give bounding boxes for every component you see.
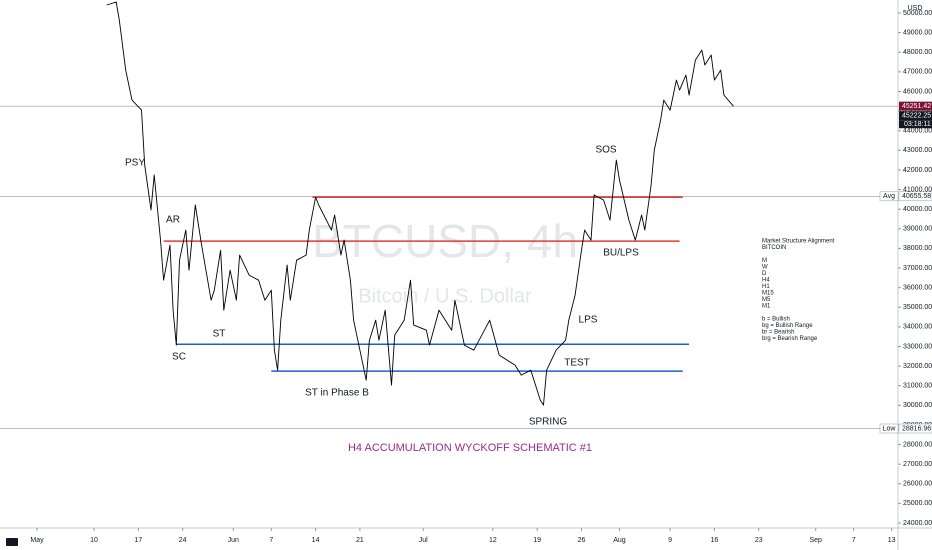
price-label-box xyxy=(899,111,932,121)
price-label: 45251.42 xyxy=(902,103,931,110)
marker-tag-box xyxy=(879,191,899,202)
countdown-box xyxy=(899,120,932,129)
y-tick-label: 27000.00 xyxy=(903,461,932,468)
x-tick-label: 23 xyxy=(755,537,763,544)
info-line: M15 xyxy=(762,291,774,297)
annotation: ST xyxy=(213,329,226,340)
y-tick-label: 37000.00 xyxy=(903,265,932,272)
annotation: SPRING xyxy=(529,417,568,428)
y-tick-label: 41000.00 xyxy=(903,186,932,193)
y-tick-label: 30000.00 xyxy=(903,402,932,409)
x-tick-label: 19 xyxy=(533,537,541,544)
y-tick-label: 31000.00 xyxy=(903,383,932,390)
info-line: H1 xyxy=(762,284,770,290)
x-tick-label: 13 xyxy=(888,537,896,544)
price-label-box xyxy=(898,423,932,434)
x-tick-label: 10 xyxy=(90,537,98,544)
x-tick-label: Jun xyxy=(228,537,239,544)
y-tick-label: 49000.00 xyxy=(903,29,932,36)
annotation: TEST xyxy=(564,358,590,369)
marker-tag-box xyxy=(879,423,899,434)
y-tick-label: 24000.00 xyxy=(903,520,932,527)
tradingview-logo xyxy=(6,538,18,546)
y-tick-label: 26000.00 xyxy=(903,481,932,488)
y-tick-label: 35000.00 xyxy=(903,304,932,311)
price-label-box xyxy=(899,101,932,111)
x-tick-label: 26 xyxy=(578,537,586,544)
x-tick-label: 24 xyxy=(179,537,187,544)
info-line: brg = Bearish Range xyxy=(762,336,818,342)
x-tick-label: 7 xyxy=(852,537,856,544)
x-tick-label: 16 xyxy=(711,537,719,544)
marker-tag: Low xyxy=(883,425,897,432)
x-tick-label: Aug xyxy=(613,537,626,544)
watermark-subtitle: Bitcoin / U.S. Dollar xyxy=(358,285,532,307)
y-tick-label: 44000.00 xyxy=(903,128,932,135)
plot-area xyxy=(0,1,898,429)
x-tick-label: 14 xyxy=(312,537,320,544)
y-tick-label: 40000.00 xyxy=(903,206,932,213)
annotation: LPS xyxy=(579,315,598,326)
y-tick-label: 32000.00 xyxy=(903,363,932,370)
price-label: 45222.25 xyxy=(902,113,931,120)
annotation: AR xyxy=(166,215,180,226)
info-line: M1 xyxy=(762,304,771,310)
y-tick-label: 36000.00 xyxy=(903,284,932,291)
x-tick-label: 12 xyxy=(489,537,497,544)
annotation: PSY xyxy=(125,158,145,169)
info-line: Market Structure Alignment xyxy=(762,239,835,245)
price-line-series xyxy=(106,1,734,406)
info-line: M5 xyxy=(762,297,771,303)
info-line: W xyxy=(762,265,768,271)
y-tick-label: 33000.00 xyxy=(903,343,932,350)
x-tick-label: 21 xyxy=(356,537,364,544)
info-line: bg = Bullish Range xyxy=(762,323,813,329)
y-tick-label: 34000.00 xyxy=(903,324,932,331)
info-line: b = Bullish xyxy=(762,317,790,323)
x-tick-label: Sep xyxy=(809,537,822,544)
info-line: M xyxy=(762,258,767,264)
price-label-box xyxy=(898,191,932,202)
x-tick-label: 9 xyxy=(668,537,672,544)
y-tick-label: 47000.00 xyxy=(903,69,932,76)
y-tick-label: 50000.00 xyxy=(903,10,932,17)
y-tick-label: 25000.00 xyxy=(903,500,932,507)
y-tick-label: 48000.00 xyxy=(903,49,932,56)
y-tick-label: 28000.00 xyxy=(903,441,932,448)
price-label: 40655.58 xyxy=(902,193,931,200)
countdown-label: 03:18:11 xyxy=(904,121,931,128)
info-line: br = Bearish xyxy=(762,330,795,336)
y-tick-label: 42000.00 xyxy=(903,167,932,174)
annotation: ST in Phase B xyxy=(305,388,369,399)
annotation: BU/LPS xyxy=(603,248,639,259)
info-line: D xyxy=(762,271,767,277)
annotation: SOS xyxy=(595,145,616,156)
info-line: BITCOIN xyxy=(762,245,786,251)
x-tick-label: 17 xyxy=(134,537,142,544)
x-tick-label: May xyxy=(30,537,44,544)
x-tick-label: 7 xyxy=(269,537,273,544)
y-tick-label: 43000.00 xyxy=(903,147,932,154)
x-tick-label: Jul xyxy=(419,537,428,544)
chart-title: H4 ACCUMULATION WYCKOFF SCHEMATIC #1 xyxy=(348,442,592,454)
info-line: H4 xyxy=(762,278,770,284)
price-label: 28816.96 xyxy=(902,425,931,432)
y-tick-label: 38000.00 xyxy=(903,245,932,252)
annotation: SC xyxy=(172,352,186,363)
currency-label: USD xyxy=(908,5,923,12)
y-tick-label: 39000.00 xyxy=(903,226,932,233)
marker-tag: Avg xyxy=(883,193,895,200)
y-tick-label: 46000.00 xyxy=(903,88,932,95)
